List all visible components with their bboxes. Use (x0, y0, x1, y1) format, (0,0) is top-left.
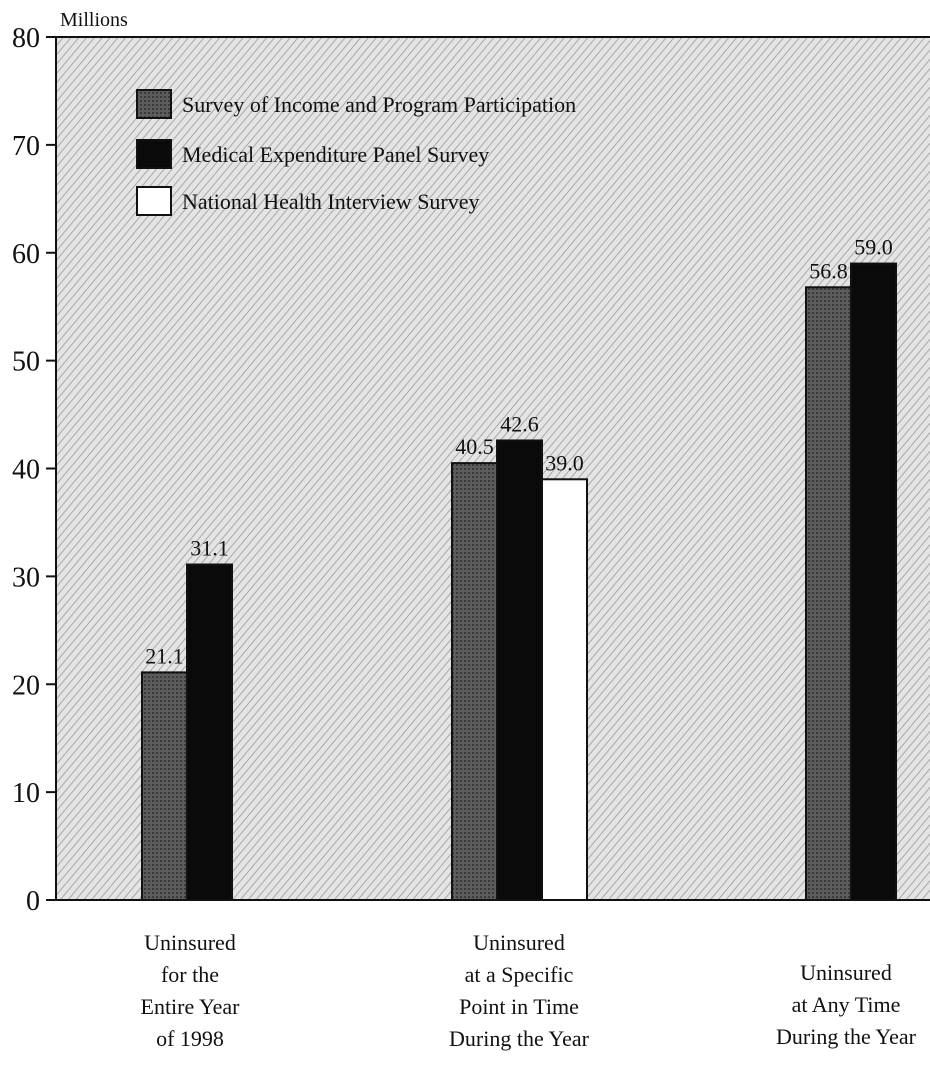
category-label-2-line-2: at a Specific (465, 962, 574, 987)
category-label-1-line-2: for the (161, 962, 219, 987)
y-tick-label: 20 (12, 670, 40, 701)
legend-label-meps: Medical Expenditure Panel Survey (182, 142, 489, 167)
bars (141, 262, 897, 902)
category-label-1-line-1: Uninsured (144, 930, 236, 955)
value-label-meps-2: 42.6 (500, 411, 539, 436)
category-label-3-line-2: at Any Time (792, 992, 901, 1017)
bar-sipp-3 (805, 286, 852, 901)
y-tick-label: 70 (12, 131, 40, 162)
legend-label-nhis: National Health Interview Survey (182, 189, 480, 214)
y-tick-label: 30 (12, 562, 40, 593)
value-label-sipp-1: 21.1 (145, 643, 184, 668)
bar-sipp-2 (451, 462, 498, 901)
legend-swatch-meps (136, 139, 172, 169)
y-tick-label: 0 (26, 886, 40, 917)
legend-label-sipp: Survey of Income and Program Participati… (182, 92, 576, 117)
category-label-2-line-4: During the Year (449, 1026, 590, 1051)
y-tick-label: 50 (12, 347, 40, 378)
y-tick-label: 10 (12, 778, 40, 809)
y-axis-ticks: 0 10 20 30 40 50 60 70 80 (12, 23, 56, 917)
bar-meps-3 (850, 262, 897, 902)
value-label-meps-1: 31.1 (190, 536, 229, 561)
bar-meps-1 (186, 563, 233, 901)
legend-swatch-sipp (136, 89, 172, 119)
category-label-1-line-3: Entire Year (141, 994, 241, 1019)
y-tick-label: 80 (12, 23, 40, 54)
y-tick-label: 40 (12, 455, 40, 486)
category-label-3-line-1: Uninsured (800, 960, 892, 985)
y-unit-label: Millions (60, 9, 128, 31)
bar-meps-2 (496, 439, 543, 901)
value-labels: 21.1 40.5 56.8 31.1 42.6 59.0 39.0 (145, 235, 893, 669)
bar-sipp-1 (141, 671, 188, 901)
y-tick-label: 60 (12, 239, 40, 270)
value-label-meps-3: 59.0 (854, 235, 893, 260)
category-label-3-line-3: During the Year (776, 1024, 917, 1049)
category-label-1-line-4: of 1998 (156, 1026, 224, 1051)
legend-swatch-nhis (136, 186, 172, 216)
value-label-nhis-2: 39.0 (545, 450, 584, 475)
value-label-sipp-3: 56.8 (809, 258, 848, 283)
value-label-sipp-2: 40.5 (455, 434, 494, 459)
bar-nhis-2 (541, 478, 588, 901)
legend: Survey of Income and Program Participati… (136, 89, 576, 216)
category-label-2-line-1: Uninsured (473, 930, 565, 955)
category-labels: Uninsured for the Entire Year of 1998 Uninsu… (141, 930, 917, 1051)
category-label-2-line-3: Point in Time (459, 994, 579, 1019)
